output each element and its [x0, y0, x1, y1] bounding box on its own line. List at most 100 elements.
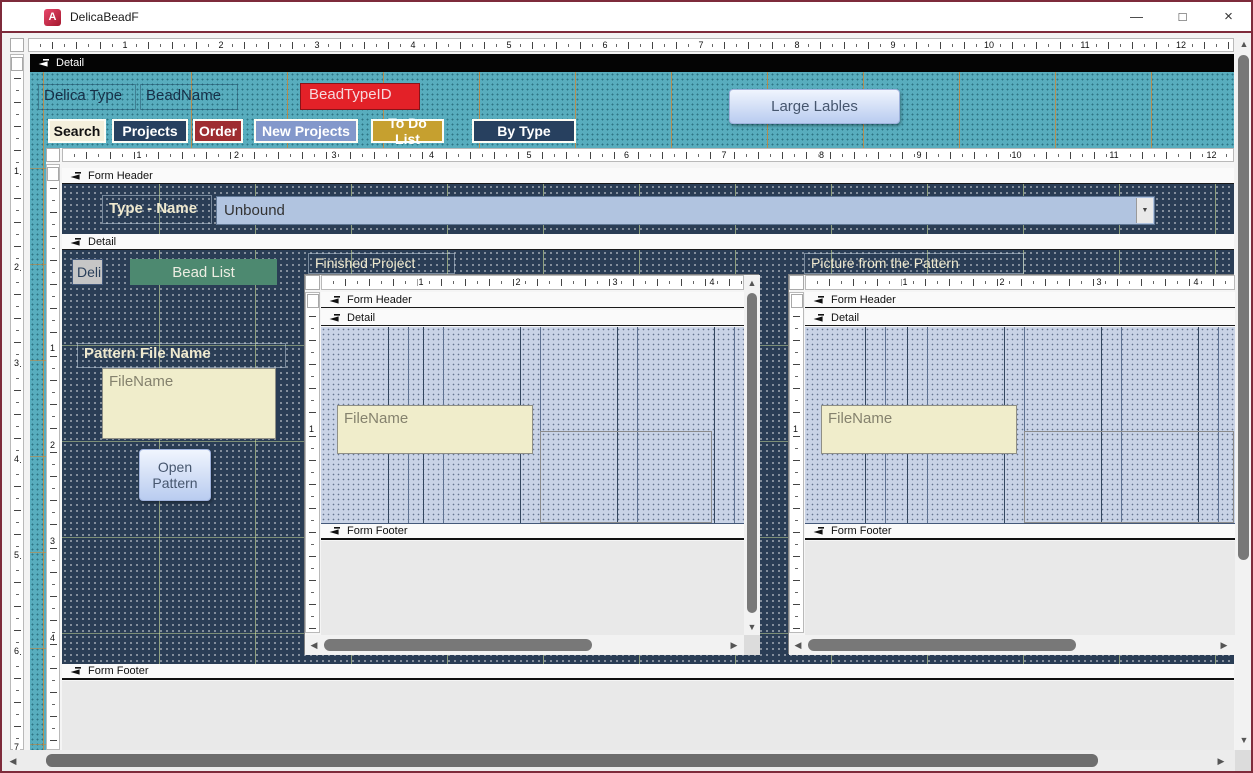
fp-detail-bar[interactable]: Detail: [321, 310, 744, 326]
window-horizontal-scrollbar[interactable]: ◀ ▶: [2, 750, 1235, 771]
open-pattern-button[interactable]: Open Pattern: [139, 449, 211, 501]
ruler-number: 3: [330, 150, 338, 160]
window-hscroll-thumb[interactable]: [46, 754, 1098, 767]
maximize-button[interactable]: □: [1178, 9, 1187, 24]
outer-vertical-ruler: 1 2 3 4 5 6 7: [10, 54, 24, 752]
picture-from-pattern-label[interactable]: Picture from the Pattern: [804, 253, 1024, 274]
pp-ruler-corner: [789, 275, 804, 290]
fp-hscroll-thumb[interactable]: [324, 639, 592, 651]
minimize-button[interactable]: —: [1130, 9, 1143, 24]
type-name-combobox[interactable]: Unbound ▼: [216, 196, 1155, 225]
section-arrow-icon: [38, 58, 50, 68]
fp-vertical-scrollbar[interactable]: ▲ ▼: [744, 275, 760, 635]
nav-button-order[interactable]: Order: [193, 119, 243, 143]
ruler-number: 1: [901, 277, 909, 287]
pp-section-select-box[interactable]: [791, 294, 803, 308]
scroll-down-icon[interactable]: ▼: [1239, 735, 1249, 745]
section-arrow-icon: [329, 313, 341, 323]
main-footer-section[interactable]: [62, 681, 1234, 750]
window-vscroll-thumb[interactable]: [1238, 55, 1249, 560]
fp-scrollbar-corner: [744, 635, 760, 655]
fp-form-footer-label: Form Footer: [347, 525, 408, 537]
fp-section-select-box[interactable]: [307, 294, 319, 308]
file-name-textbox[interactable]: FileName: [102, 368, 276, 439]
delica-type-label[interactable]: Delica Type: [38, 84, 136, 110]
scroll-right-icon[interactable]: ▶: [1217, 756, 1225, 766]
scroll-right-icon[interactable]: ▶: [730, 640, 738, 650]
scroll-up-icon[interactable]: ▲: [1239, 39, 1249, 49]
fp-footer-section[interactable]: [321, 541, 744, 635]
pp-form-header-bar[interactable]: Form Header: [805, 292, 1235, 308]
ruler-number: 4: [13, 454, 21, 464]
fp-form-header-bar[interactable]: Form Header: [321, 292, 744, 308]
ruler-number: 3: [1095, 277, 1103, 287]
type-name-label[interactable]: Type - Name: [102, 195, 212, 224]
close-button[interactable]: ×: [1224, 8, 1233, 25]
bead-list-button[interactable]: Bead List: [130, 259, 277, 285]
ruler-number: 1: [135, 150, 143, 160]
fp-horizontal-ruler: 1 2 3 4: [321, 275, 744, 290]
section-arrow-icon: [329, 295, 341, 305]
scroll-left-icon[interactable]: ◀: [310, 640, 318, 650]
pp-form-header-label: Form Header: [831, 293, 896, 306]
outer-detail-section-bar[interactable]: Detail: [30, 54, 1234, 72]
pp-file-name-textbox[interactable]: FileName: [821, 405, 1017, 454]
main-detail-section[interactable]: Deli Bead List Finished Project Picture …: [62, 250, 1235, 664]
pp-footer-section[interactable]: [805, 541, 1235, 635]
ruler-number: 10: [1010, 150, 1023, 160]
section-arrow-icon: [813, 313, 825, 323]
outer-horizontal-ruler: 1 2 3 4 5 6 7 8 9 10 11 12: [28, 38, 1234, 52]
fp-horizontal-scrollbar[interactable]: ◀ ▶: [305, 635, 744, 655]
main-detail-bar[interactable]: Detail: [62, 234, 1234, 250]
ruler-number: 2: [217, 40, 225, 50]
pp-vertical-ruler: 1: [789, 292, 804, 633]
fp-file-name-textbox[interactable]: FileName: [337, 405, 533, 454]
ruler-number: 2: [232, 150, 241, 160]
main-form-header-bar[interactable]: Form Header: [62, 168, 1234, 184]
ruler-number: 7: [13, 742, 21, 752]
bead-type-id-label[interactable]: BeadTypeID: [300, 83, 420, 110]
pp-horizontal-scrollbar[interactable]: ◀ ▶: [789, 635, 1235, 655]
pattern-file-name-label[interactable]: Pattern File Name: [77, 343, 286, 368]
finished-project-label[interactable]: Finished Project: [308, 253, 455, 274]
nav-button-new-projects[interactable]: New Projects: [254, 119, 358, 143]
ruler-number: 1: [13, 166, 21, 176]
fp-detail-section[interactable]: FileName: [321, 327, 744, 524]
deli-label[interactable]: Deli: [72, 259, 103, 285]
pp-detail-section[interactable]: FileName: [805, 327, 1235, 524]
main-section-select-box[interactable]: [47, 167, 59, 181]
nav-button-projects[interactable]: Projects: [112, 119, 188, 143]
main-ruler-corner: [46, 148, 60, 162]
ruler-number: 1: [417, 277, 425, 287]
nav-button-search[interactable]: Search: [48, 119, 106, 143]
nav-button-by-type[interactable]: By Type: [472, 119, 576, 143]
pp-detail-bar[interactable]: Detail: [805, 310, 1235, 326]
ruler-number: 3: [313, 40, 321, 50]
ruler-number: 7: [697, 40, 705, 50]
fp-form-footer-bar[interactable]: Form Footer: [321, 524, 744, 540]
fp-vscroll-thumb[interactable]: [747, 293, 757, 613]
pp-hscroll-thumb[interactable]: [808, 639, 1076, 651]
bead-name-label[interactable]: BeadName: [140, 84, 238, 110]
scroll-left-icon[interactable]: ◀: [9, 756, 17, 766]
chevron-down-icon[interactable]: ▼: [1136, 198, 1153, 223]
outer-detail-bar-label: Detail: [56, 57, 85, 69]
main-form-footer-label: Form Footer: [88, 665, 149, 677]
nav-button-to-do-list[interactable]: To Do List: [371, 115, 444, 147]
pp-form-footer-bar[interactable]: Form Footer: [805, 524, 1235, 540]
window-title: DelicaBeadF: [70, 10, 139, 24]
ruler-number: 5: [505, 40, 513, 50]
scroll-right-icon[interactable]: ▶: [1220, 640, 1228, 650]
large-labels-button[interactable]: Large Lables: [729, 89, 900, 124]
window-vertical-scrollbar[interactable]: ▲ ▼: [1235, 35, 1251, 750]
scroll-up-icon[interactable]: ▲: [747, 278, 757, 288]
ruler-number: 2: [13, 262, 21, 272]
ruler-number: 6: [13, 646, 21, 656]
main-form-footer-bar[interactable]: Form Footer: [62, 664, 1234, 680]
outer-section-select-box[interactable]: [11, 57, 23, 71]
ruler-number: 1: [49, 343, 57, 353]
scroll-down-icon[interactable]: ▼: [747, 622, 757, 632]
scroll-left-icon[interactable]: ◀: [794, 640, 802, 650]
